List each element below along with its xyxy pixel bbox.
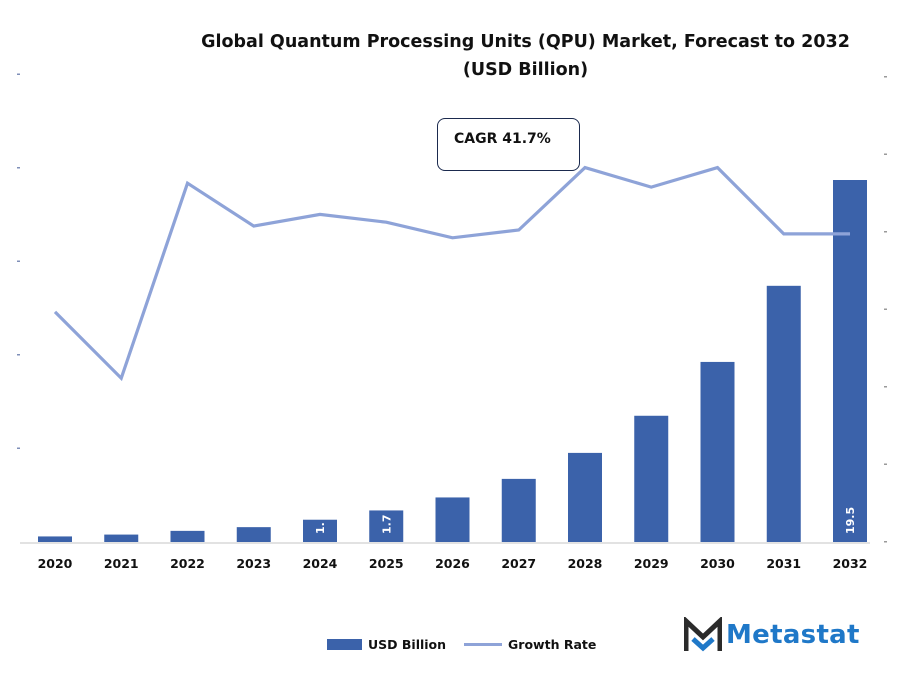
bar-data-label: 1.	[314, 522, 327, 534]
right-axis-tick	[884, 463, 887, 465]
bar-2028	[568, 452, 602, 542]
left-axis-tick	[17, 447, 20, 449]
x-tick-label: 2029	[634, 556, 669, 571]
growth-rate-series	[53, 165, 851, 382]
bar-2029	[634, 415, 669, 542]
right-axis-tick	[884, 308, 887, 310]
left-axis-tick	[17, 73, 20, 75]
x-tick-label: 2031	[766, 556, 801, 571]
bar-2020	[38, 536, 72, 542]
legend: USD Billion Growth Rate	[327, 637, 596, 652]
metastat-m-logo-icon	[684, 617, 722, 652]
bar-2024	[303, 519, 337, 542]
metastat-logo: Metastat	[684, 617, 860, 653]
left-axis-tick	[17, 167, 20, 169]
bar-2025	[369, 510, 404, 542]
bar-2023	[236, 527, 271, 542]
x-tick-label: 2030	[700, 556, 735, 571]
x-tick-label: 2028	[568, 556, 603, 571]
bar-data-label: 1.7	[380, 515, 393, 535]
x-tick-labels: 2020 2021 2022 2023 2024 2025 2026 2027 2028 2029…	[38, 556, 868, 571]
right-axis-tick	[884, 76, 887, 78]
bar-data-labels: 1. 1.7 19.5	[314, 507, 857, 534]
x-tick-label: 2032	[833, 556, 868, 571]
x-tick-label: 2022	[170, 556, 205, 571]
chart-title-line1: Global Quantum Processing Units (QPU) Ma…	[201, 32, 850, 52]
right-axis-tick	[884, 386, 887, 388]
bar-2022	[170, 530, 205, 542]
x-tick-label: 2020	[38, 556, 73, 571]
right-axis-tick	[884, 153, 887, 155]
bar-series	[38, 180, 867, 542]
x-tick-label: 2023	[236, 556, 271, 571]
legend-line-label: Growth Rate	[508, 637, 597, 652]
logo-text: Metastat	[726, 620, 860, 650]
x-tick-label: 2026	[435, 556, 470, 571]
cagr-label: CAGR 41.7%	[454, 131, 551, 147]
left-axis-tick	[17, 260, 20, 262]
legend-bar-label: USD Billion	[368, 637, 447, 652]
legend-line-swatch	[464, 643, 503, 646]
x-tick-label: 2021	[104, 556, 139, 571]
bar-data-label: 19.5	[844, 507, 857, 534]
cagr-annotation: CAGR 41.7%	[437, 118, 580, 171]
chart-title-line2: (USD Billion)	[462, 60, 589, 80]
bar-2031	[766, 285, 801, 542]
chart-title: Global Quantum Processing Units (QPU) Ma…	[0, 28, 901, 84]
bar-2032	[833, 180, 867, 542]
x-tick-label: 2025	[369, 556, 404, 571]
left-axis-tick	[17, 354, 20, 356]
right-axis-tick	[884, 541, 887, 543]
x-tick-label: 2024	[303, 556, 338, 571]
axes	[17, 73, 887, 544]
bar-2030	[700, 361, 735, 542]
growth-rate-line	[53, 165, 850, 382]
bar-2027	[501, 478, 536, 542]
right-axis-tick	[884, 231, 887, 233]
legend-bar-swatch	[327, 639, 362, 650]
bar-2021	[104, 534, 139, 542]
x-tick-label: 2027	[501, 556, 536, 571]
bar-2026	[435, 497, 470, 542]
